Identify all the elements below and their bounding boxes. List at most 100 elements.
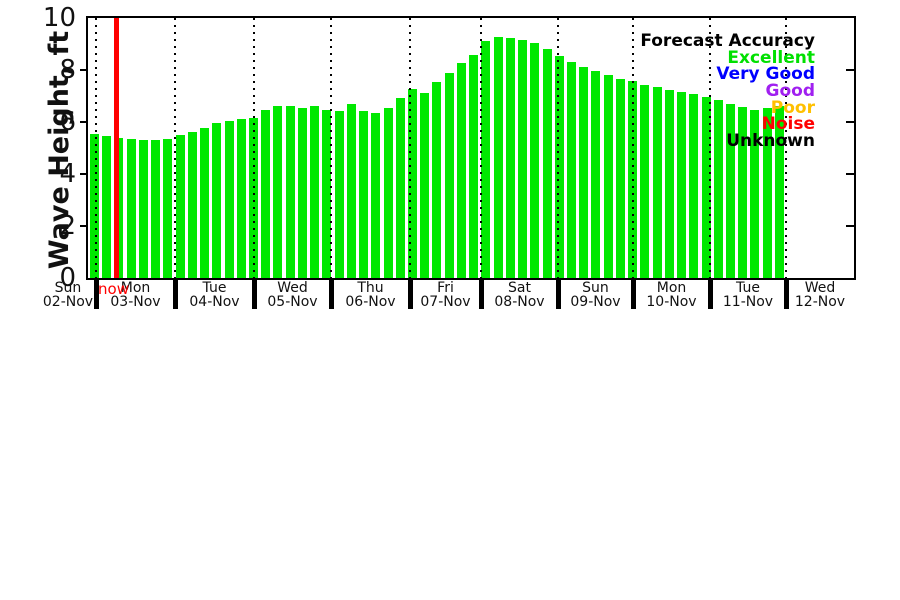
day-name: Thu [357, 280, 384, 296]
day-name: Wed [277, 280, 308, 296]
wave-height-bar [102, 136, 112, 278]
wave-height-bar [579, 67, 589, 278]
plot-area [86, 16, 856, 280]
day-gridline [709, 18, 711, 278]
day-date: 08-Nov [494, 294, 545, 310]
legend-entry-good: Good [765, 80, 815, 101]
wave-height-bar [738, 107, 748, 278]
day-boundary-tick [172, 278, 178, 309]
wave-height-bar [542, 49, 552, 278]
legend-entry-very-good: Very Good [716, 64, 815, 85]
day-label: Wed 05-Nov [238, 281, 348, 309]
wave-height-bar [603, 75, 613, 278]
day-boundary-tick [93, 278, 99, 309]
day-boundary-tick [555, 278, 561, 309]
wave-height-bar [126, 139, 136, 278]
day-date: 09-Nov [570, 294, 621, 310]
day-boundary-tick [328, 278, 334, 309]
wave-height-bar [163, 139, 173, 278]
wave-height-bar [187, 132, 197, 278]
y-tick-label: 0 [59, 263, 76, 293]
wave-height-bar [664, 90, 674, 278]
now-marker-line [113, 18, 119, 278]
day-label: Mon 03-Nov [81, 281, 191, 309]
day-boundary-tick [630, 278, 636, 309]
day-gridline [95, 18, 97, 278]
wave-height-bar [725, 104, 735, 278]
day-date: 10-Nov [646, 294, 697, 310]
wave-height-bar [652, 87, 662, 278]
day-boundary-tick [478, 278, 484, 309]
legend-title: Forecast Accuracy [640, 31, 815, 51]
day-date: 04-Nov [189, 294, 240, 310]
day-name: Fri [437, 280, 454, 296]
day-boundary-tick [407, 278, 413, 309]
day-gridline [785, 18, 787, 278]
day-boundary-tick [251, 278, 257, 309]
wave-height-bar [774, 106, 784, 278]
wave-height-bar [701, 97, 711, 278]
wave-height-bar [493, 37, 503, 278]
legend-entry-poor: Poor [770, 97, 815, 118]
day-date: 06-Nov [345, 294, 396, 310]
wave-height-bar [640, 85, 650, 278]
wave-height-bar [407, 89, 417, 278]
day-label: Mon 10-Nov [617, 281, 727, 309]
wave-height-bar [615, 79, 625, 278]
wave-height-bar [677, 92, 687, 278]
y-tick-label: 10 [42, 3, 76, 33]
y-tick-label: 6 [59, 107, 76, 137]
day-name: Sun [54, 280, 82, 296]
wave-height-bar [420, 93, 430, 278]
wave-height-bar [456, 63, 466, 278]
day-name: Mon [656, 280, 687, 296]
day-date: 05-Nov [267, 294, 318, 310]
wave-height-bar [114, 138, 124, 278]
wave-height-bar [469, 55, 479, 278]
wave-height-bar [554, 56, 564, 278]
legend-entry-unknown: Unknown [726, 131, 815, 151]
day-gridline [632, 18, 634, 278]
day-name: Tue [736, 280, 760, 296]
wave-height-bar [200, 128, 210, 278]
wave-height-bar [261, 110, 271, 278]
wave-height-bar [175, 135, 185, 278]
day-date: 11-Nov [722, 294, 774, 310]
day-gridline [174, 18, 176, 278]
y-tick-label: 8 [59, 55, 76, 85]
day-name: Tue [202, 280, 227, 296]
day-name: Mon [120, 280, 151, 296]
day-date: 03-Nov [110, 294, 161, 310]
wave-height-bar [334, 111, 344, 278]
y-axis-tick-right [846, 173, 854, 175]
wave-height-bar [297, 108, 307, 278]
wave-height-bar [322, 110, 332, 278]
wave-height-bar [224, 121, 234, 278]
day-gridline [480, 18, 482, 278]
day-date: 12-Nov [794, 294, 846, 310]
wave-height-bar [689, 94, 699, 278]
wave-height-bar [566, 62, 576, 278]
wave-height-bar [359, 111, 369, 278]
wave-height-bar [481, 41, 491, 278]
day-boundary-tick [783, 278, 789, 309]
wave-height-bar [518, 40, 528, 278]
y-axis-tick-right [846, 121, 854, 123]
y-axis-tick [80, 121, 88, 123]
y-axis-tick [80, 225, 88, 227]
wave-height-bar [310, 106, 320, 278]
now-marker-label: now [98, 280, 129, 298]
wave-height-bar [273, 106, 283, 278]
wave-height-bar [371, 113, 381, 278]
day-gridline [557, 18, 559, 278]
day-label: Sat 08-Nov [465, 281, 575, 309]
wave-height-bar [530, 43, 540, 278]
day-date: 07-Nov [420, 294, 471, 310]
day-label: Sun 02-Nov [13, 281, 123, 309]
wave-height-bar [762, 108, 772, 278]
wave-height-bar [444, 73, 454, 278]
day-name: Wed [804, 280, 836, 296]
wave-height-bar [591, 71, 601, 278]
wave-height-bar [750, 110, 760, 278]
